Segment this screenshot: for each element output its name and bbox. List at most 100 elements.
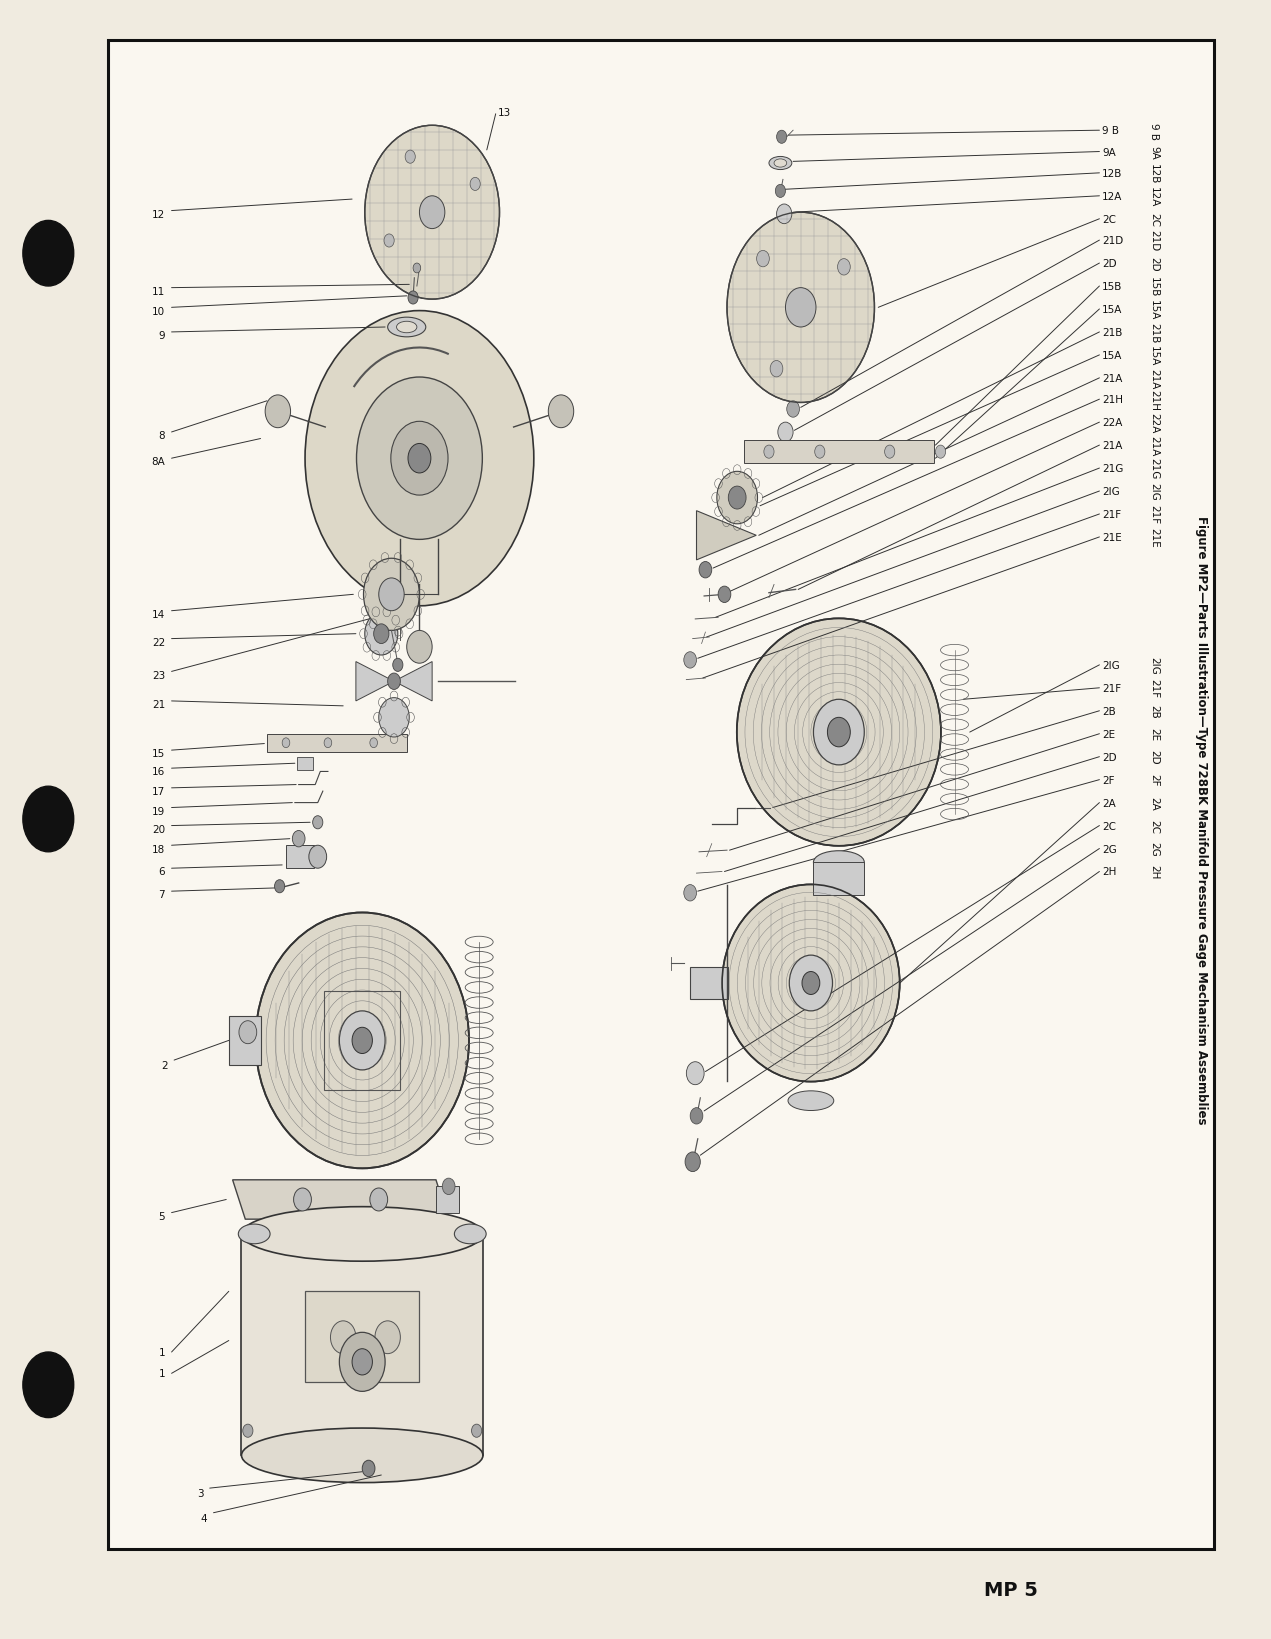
- Circle shape: [470, 179, 480, 192]
- Circle shape: [472, 1424, 482, 1437]
- Polygon shape: [356, 662, 394, 701]
- Circle shape: [770, 361, 783, 377]
- Bar: [267, 734, 407, 752]
- Text: 15: 15: [153, 749, 165, 759]
- Text: Figure MP2—Parts Illustration—Type 728BK Manifold Pressure Gage Mechanism Assemb: Figure MP2—Parts Illustration—Type 728BK…: [1195, 515, 1207, 1124]
- Ellipse shape: [241, 1428, 483, 1483]
- Circle shape: [275, 880, 285, 893]
- Bar: [324, 992, 400, 1090]
- Circle shape: [885, 446, 895, 459]
- Circle shape: [548, 395, 573, 428]
- Text: 2G: 2G: [1149, 842, 1159, 856]
- Circle shape: [690, 1108, 703, 1124]
- Text: 12B: 12B: [1149, 164, 1159, 184]
- Text: 21F: 21F: [1102, 683, 1121, 693]
- Text: 2E: 2E: [1102, 729, 1115, 739]
- Text: 2B: 2B: [1149, 705, 1159, 718]
- Text: 22: 22: [153, 638, 165, 647]
- Circle shape: [408, 292, 418, 305]
- Text: 2A: 2A: [1149, 797, 1159, 810]
- Circle shape: [352, 1349, 372, 1375]
- Text: 21A: 21A: [1102, 441, 1122, 451]
- Circle shape: [266, 395, 291, 428]
- Text: 2C: 2C: [1149, 213, 1159, 226]
- Circle shape: [935, 446, 946, 459]
- Circle shape: [827, 718, 850, 747]
- Text: 12: 12: [153, 210, 165, 220]
- Text: 8: 8: [159, 431, 165, 441]
- Text: 4: 4: [201, 1513, 207, 1523]
- Text: 23: 23: [153, 670, 165, 680]
- Text: 12B: 12B: [1102, 169, 1122, 179]
- Text: 2G: 2G: [1102, 844, 1117, 854]
- Circle shape: [813, 700, 864, 765]
- Circle shape: [787, 402, 799, 418]
- Bar: [108, 41, 1214, 1549]
- Ellipse shape: [737, 620, 941, 846]
- Ellipse shape: [722, 885, 900, 1082]
- Circle shape: [330, 1321, 356, 1354]
- Circle shape: [775, 185, 785, 198]
- Text: 21H: 21H: [1149, 390, 1159, 410]
- Text: 3: 3: [197, 1488, 203, 1498]
- Text: 21G: 21G: [1102, 464, 1124, 474]
- Circle shape: [356, 379, 483, 541]
- Text: 2D: 2D: [1149, 257, 1159, 270]
- Text: 18: 18: [153, 844, 165, 854]
- Text: 17: 17: [153, 787, 165, 797]
- Circle shape: [777, 205, 792, 225]
- Text: 9: 9: [159, 331, 165, 341]
- Circle shape: [408, 444, 431, 474]
- Text: 2IG: 2IG: [1102, 487, 1120, 497]
- Text: 21A: 21A: [1149, 436, 1159, 456]
- Circle shape: [23, 221, 74, 287]
- Circle shape: [756, 251, 769, 267]
- Bar: [813, 862, 864, 895]
- Text: 21E: 21E: [1149, 528, 1159, 547]
- Text: 2IG: 2IG: [1149, 657, 1159, 674]
- Text: 2IG: 2IG: [1102, 661, 1120, 670]
- Text: 20: 20: [153, 824, 165, 834]
- Text: 9A: 9A: [1102, 148, 1116, 157]
- Text: 21H: 21H: [1102, 395, 1124, 405]
- Text: 22A: 22A: [1149, 413, 1159, 433]
- Text: 2F: 2F: [1102, 775, 1115, 785]
- Circle shape: [370, 738, 377, 747]
- Circle shape: [379, 698, 409, 738]
- Circle shape: [413, 264, 421, 274]
- Text: 2D: 2D: [1102, 259, 1117, 269]
- Ellipse shape: [255, 913, 469, 1169]
- Circle shape: [778, 423, 793, 443]
- Circle shape: [728, 487, 746, 510]
- Text: 16: 16: [153, 767, 165, 777]
- Circle shape: [374, 624, 389, 644]
- Ellipse shape: [241, 1206, 483, 1262]
- Polygon shape: [233, 1180, 449, 1219]
- Text: 2D: 2D: [1102, 752, 1117, 762]
- Bar: [305, 1292, 419, 1382]
- Text: 21B: 21B: [1102, 328, 1122, 338]
- Text: 12A: 12A: [1149, 187, 1159, 207]
- Text: 7: 7: [159, 890, 165, 900]
- Text: MP 5: MP 5: [984, 1580, 1037, 1600]
- Bar: [297, 757, 313, 770]
- Text: 15A: 15A: [1149, 346, 1159, 365]
- Text: 21F: 21F: [1149, 679, 1159, 698]
- Circle shape: [305, 311, 534, 606]
- Text: 21A: 21A: [1149, 369, 1159, 388]
- Text: 19: 19: [153, 806, 165, 816]
- Text: 15B: 15B: [1102, 282, 1122, 292]
- Text: 2F: 2F: [1149, 774, 1159, 787]
- Text: 11: 11: [153, 287, 165, 297]
- Text: 21A: 21A: [1102, 374, 1122, 384]
- Circle shape: [764, 446, 774, 459]
- Text: 10: 10: [153, 306, 165, 316]
- Circle shape: [370, 1188, 388, 1211]
- Circle shape: [789, 956, 833, 1011]
- Text: 21B: 21B: [1149, 323, 1159, 343]
- Circle shape: [442, 1178, 455, 1195]
- Circle shape: [405, 151, 416, 164]
- Circle shape: [339, 1011, 385, 1070]
- Text: 5: 5: [159, 1211, 165, 1221]
- Circle shape: [815, 446, 825, 459]
